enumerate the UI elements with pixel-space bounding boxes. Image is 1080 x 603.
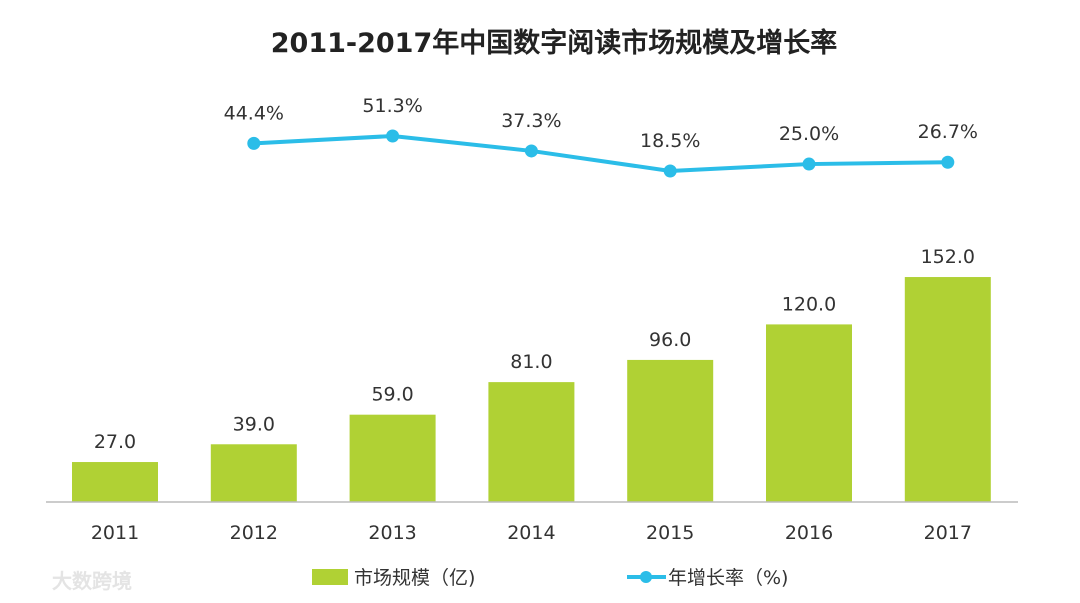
- bar-label-2015: 96.0: [649, 329, 691, 351]
- legend: 市场规模（亿) 年增长率（%): [312, 567, 788, 589]
- line-label-2014: 37.3%: [501, 110, 561, 132]
- legend-label-line: 年增长率（%): [668, 567, 788, 589]
- bar-2017: [904, 277, 991, 502]
- x-tick-2017: 2017: [924, 522, 972, 544]
- x-tick-2016: 2016: [785, 522, 833, 544]
- line-point-2016: [802, 157, 816, 171]
- bar-label-2016: 120.0: [782, 293, 836, 315]
- bar-2013: [349, 414, 436, 502]
- bar-label-2014: 81.0: [510, 351, 552, 373]
- line-label-2012: 44.4%: [224, 102, 284, 124]
- line-point-2014: [524, 144, 538, 158]
- x-tick-2012: 2012: [230, 522, 278, 544]
- line-point-2012: [247, 136, 261, 150]
- x-tick-2011: 2011: [91, 522, 139, 544]
- bar-2016: [766, 324, 852, 502]
- bar-label-2017: 152.0: [921, 246, 975, 268]
- legend-swatch-bar: [312, 569, 348, 585]
- chart-title: 2011-2017年中国数字阅读市场规模及增长率: [271, 27, 838, 59]
- line-label-2016: 25.0%: [779, 123, 839, 145]
- growth-line: [253, 133, 948, 174]
- legend-label-bar: 市场规模（亿): [354, 567, 475, 589]
- x-tick-2014: 2014: [507, 522, 555, 544]
- bar-2014: [488, 382, 575, 502]
- line-point-2017: [941, 155, 955, 169]
- bar-2015: [627, 359, 714, 502]
- x-tick-2015: 2015: [646, 522, 694, 544]
- line-label-2015: 18.5%: [640, 130, 700, 152]
- bar-2011: [72, 462, 158, 502]
- bar-label-2012: 39.0: [233, 413, 275, 435]
- line-label-2013: 51.3%: [362, 95, 422, 117]
- line-point-2013: [386, 129, 400, 143]
- line-label-2017: 26.7%: [918, 121, 978, 143]
- x-tick-2013: 2013: [368, 522, 416, 544]
- bar-label-2013: 59.0: [371, 384, 413, 406]
- line-point-2015: [663, 164, 677, 178]
- bar-2012: [210, 444, 297, 502]
- watermark: 大数跨境: [52, 569, 132, 593]
- bar-label-2011: 27.0: [94, 431, 136, 453]
- legend-marker-line: [640, 571, 652, 583]
